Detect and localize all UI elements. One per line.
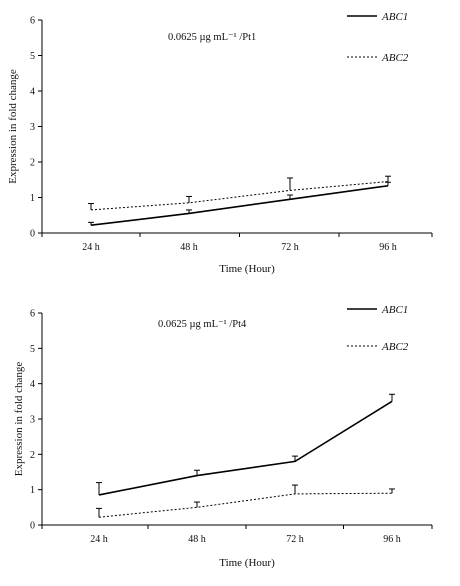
x-tick-label: 72 h [286,534,304,545]
series-line-abc1 [91,186,388,225]
y-tick-label: 0 [30,229,35,240]
legend-label-abc2: ABC2 [381,52,409,64]
x-tick-label: 72 h [281,242,299,253]
legend-label-abc1: ABC1 [381,304,408,316]
y-axis-label: Expression in fold change [7,69,19,184]
x-tick-label: 48 h [188,534,206,545]
legend-label-abc2: ABC2 [381,341,409,353]
y-axis-label: Expression in fold change [13,362,25,477]
y-tick-label: 6 [30,16,35,27]
y-tick-label: 6 [30,309,35,320]
y-tick-label: 1 [30,193,35,204]
y-tick-label: 2 [30,158,35,169]
series-line-abc2 [99,493,392,517]
x-tick-label: 24 h [82,242,100,253]
legend-label-abc1: ABC1 [381,11,408,23]
x-axis-label: Time (Hour) [219,263,275,275]
chart-panel-2: 0 1 2 3 4 5 6 24 h 48 h 72 h 96 h Time (Hour) Expres… [13,304,432,569]
x-tick-label: 96 h [379,242,397,253]
chart-panel-1: 0 1 2 3 4 5 6 24 h 48 h 72 h 96 h Time (Hour) Expres… [7,11,432,275]
chart-annotation: 0.0625 µg mL⁻¹ /Pt4 [158,319,247,330]
y-tick-label: 5 [30,51,35,62]
x-tick-label: 96 h [383,534,401,545]
y-tick-label: 4 [30,87,35,98]
y-tick-label: 0 [30,521,35,532]
y-tick-label: 4 [30,379,35,390]
y-tick-label: 3 [30,122,35,133]
y-tick-label: 5 [30,344,35,355]
y-tick-label: 3 [30,415,35,426]
x-tick-label: 48 h [180,242,198,253]
y-tick-label: 2 [30,450,35,461]
y-tick-label: 1 [30,485,35,496]
x-axis-label: Time (Hour) [219,557,275,569]
x-tick-label: 24 h [90,534,108,545]
chart-annotation: 0.0625 µg mL⁻¹ /Pt1 [168,32,256,43]
series-line-abc1 [99,401,392,495]
